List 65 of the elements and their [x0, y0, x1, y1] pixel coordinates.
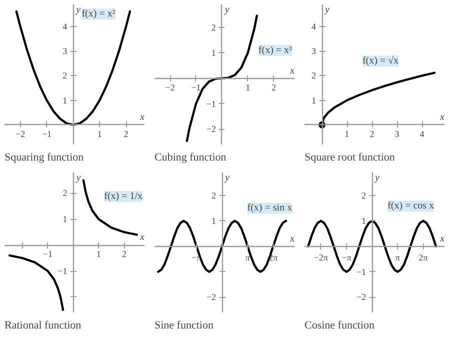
x-tick-label: −1	[191, 82, 201, 92]
y-tick-label: −1	[356, 266, 366, 277]
text: Rational function	[4, 320, 82, 332]
x-tick-label: 1	[246, 82, 250, 92]
y-tick-label: 2	[62, 70, 68, 81]
y-axis-title: y	[75, 4, 82, 16]
x-axis-title: x	[139, 112, 146, 123]
text: Cubing function	[154, 152, 227, 164]
y-tick-label: 1	[362, 216, 366, 226]
x-tick-label: 2	[370, 128, 374, 139]
annotation: f(x) = 1/x	[104, 190, 143, 202]
x-tick-label: −π	[342, 252, 352, 262]
y-tick-label: 4	[312, 22, 316, 32]
y-tick-label: 1	[211, 48, 216, 58]
y-axis-title: y	[374, 172, 380, 184]
x-tick-label: 2	[272, 82, 276, 92]
y-tick-label: 2	[211, 22, 216, 32]
y-tick-label: 3	[62, 46, 68, 56]
y-axis-title: y	[324, 4, 330, 16]
y-tick-label: −1	[206, 98, 216, 109]
y-axis-title: y	[224, 4, 230, 16]
y-tick-label: 2	[62, 188, 68, 198]
x-axis-title: x	[139, 232, 146, 244]
x-tick-label: 1	[97, 128, 102, 139]
x-tick-label: 2π	[418, 252, 428, 262]
x-tick-label: −1	[42, 128, 52, 139]
text: Squaring function	[4, 152, 84, 164]
y-tick-label: 1	[62, 95, 68, 106]
y-tick-label: −1	[58, 266, 68, 276]
annotation: f(x) = x³	[258, 44, 292, 56]
x-axis-title: x	[289, 233, 296, 244]
y-tick-label: 1	[62, 214, 68, 224]
y-tick-label: −2	[206, 292, 216, 302]
annotation: f(x) = sin x	[247, 202, 292, 214]
y-tick-label: 2	[212, 190, 216, 200]
y-tick-label: 2	[312, 70, 316, 81]
y-tick-label: 4	[62, 22, 68, 32]
x-axis-title: x	[289, 65, 296, 76]
text: Square root function	[304, 152, 396, 164]
x-tick-label: 2	[124, 128, 128, 139]
x-tick-label: −2	[165, 82, 175, 92]
y-tick-label: 3	[312, 46, 316, 56]
y-tick-label: 1	[312, 95, 316, 106]
y-tick-label: −2	[356, 292, 366, 302]
x-tick-label: 1	[96, 249, 101, 260]
x-tick-label: π	[245, 252, 250, 262]
x-tick-label: 4	[420, 128, 425, 139]
y-tick-label: 2	[362, 190, 366, 200]
x-tick-label: −1	[42, 249, 53, 260]
annotation: f(x) = x²	[82, 8, 116, 20]
x-tick-label: −2	[16, 128, 26, 139]
x-tick-label: π	[395, 252, 400, 262]
y-axis-title: y	[224, 172, 230, 184]
text: Sine function	[154, 320, 214, 332]
annotation: f(x) = cos x	[388, 200, 434, 212]
x-tick-label: 3	[394, 128, 400, 139]
x-tick-label: 2	[122, 249, 126, 260]
y-tick-label: 1	[212, 216, 216, 226]
y-axis-title: y	[75, 172, 82, 184]
x-axis-title: x	[439, 112, 446, 123]
x-axis-title: x	[439, 233, 446, 244]
annotation: f(x) = √x	[362, 56, 399, 67]
x-tick-label: −2π	[314, 252, 328, 262]
x-tick-label: 1	[344, 128, 350, 139]
text: Cosine function	[304, 320, 375, 332]
